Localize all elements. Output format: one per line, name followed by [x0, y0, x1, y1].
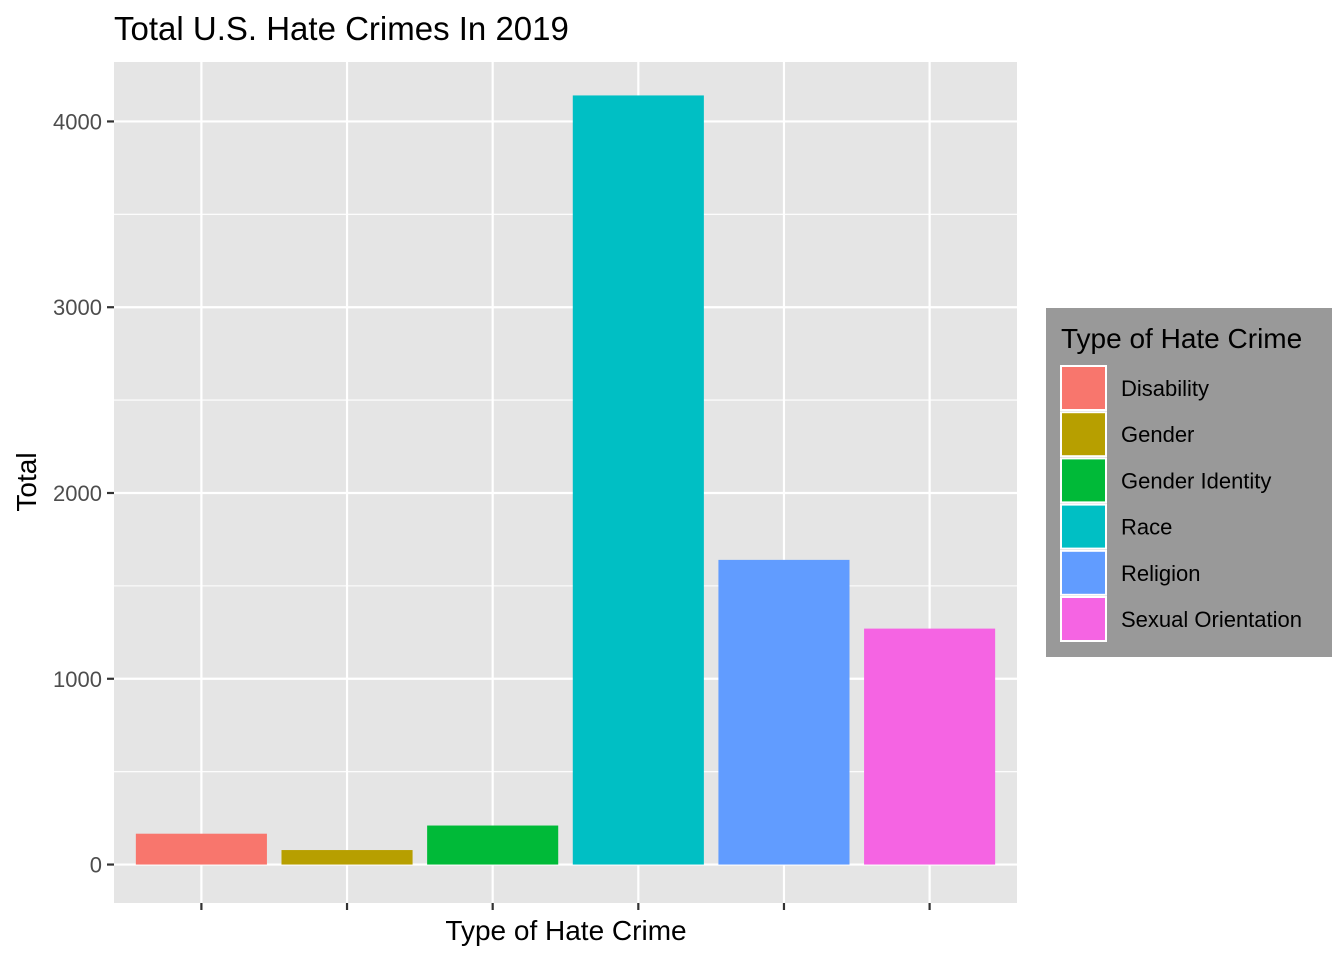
legend-label: Religion: [1121, 561, 1201, 586]
y-axis-title: Total: [11, 452, 42, 511]
legend-label: Gender Identity: [1121, 468, 1271, 493]
legend-key: [1060, 596, 1107, 642]
bar-disability: [135, 833, 267, 865]
bar-gender: [281, 850, 413, 865]
legend-key: [1060, 411, 1107, 458]
x-axis: [200, 903, 931, 910]
y-tick-label: 1000: [53, 667, 102, 692]
legend-key: [1060, 549, 1107, 596]
x-axis-title: Type of Hate Crime: [445, 915, 686, 946]
bars: [135, 95, 996, 865]
legend-items: Disability Gender Gender Identity Race Relig…: [1060, 365, 1302, 642]
legend-key: [1060, 457, 1107, 504]
legend-title: Type of Hate Crime: [1061, 323, 1302, 354]
y-tick-label: 3000: [53, 295, 102, 320]
y-tick-label: 0: [90, 853, 102, 878]
grid-lines: [114, 62, 1017, 903]
legend-key: [1060, 365, 1107, 411]
legend-label: Sexual Orientation: [1121, 607, 1302, 632]
legend-key: [1060, 503, 1107, 550]
legend-label: Race: [1121, 515, 1172, 540]
bar-religion: [718, 559, 850, 865]
bar-gender-identity: [427, 825, 559, 865]
y-tick-label: 2000: [53, 481, 102, 506]
legend: Type of Hate Crime Disability Gender Gende…: [1046, 308, 1332, 657]
bar-race: [572, 95, 704, 865]
chart-title: Total U.S. Hate Crimes In 2019: [114, 10, 569, 47]
y-tick-label: 4000: [53, 109, 102, 134]
legend-label: Disability: [1121, 376, 1209, 401]
y-axis: 0 1000 2000 3000 4000: [53, 109, 114, 878]
bar-sexual-orientation: [864, 628, 996, 865]
legend-label: Gender: [1121, 422, 1194, 447]
